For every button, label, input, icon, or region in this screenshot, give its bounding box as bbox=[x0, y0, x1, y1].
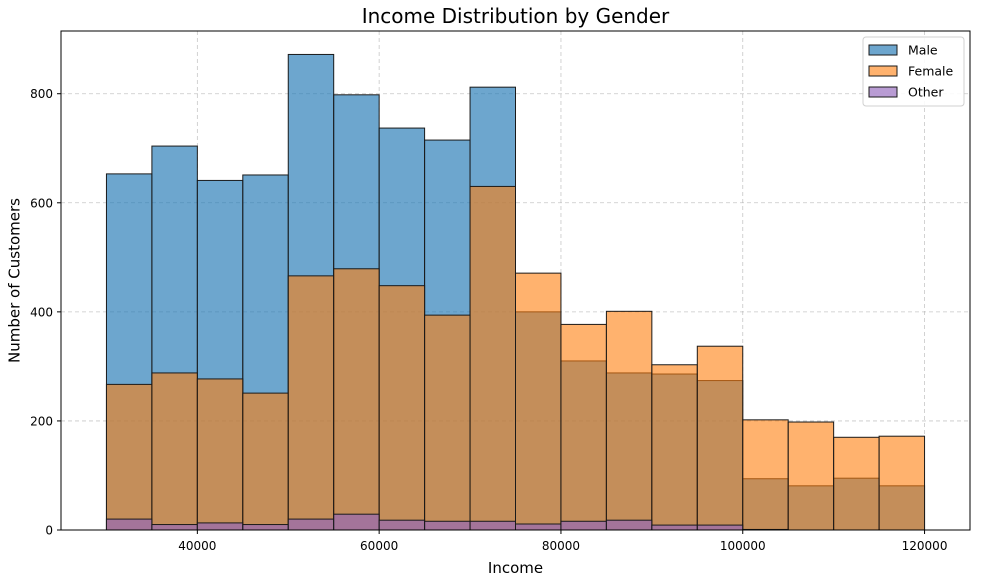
bar-female bbox=[333, 268, 380, 531]
bar-female bbox=[560, 323, 607, 531]
legend-label-male: Male bbox=[908, 43, 938, 58]
bar-female bbox=[424, 314, 471, 531]
bar-female bbox=[878, 435, 926, 531]
bar-other bbox=[105, 518, 153, 531]
bar-other bbox=[196, 522, 244, 531]
bar-other bbox=[287, 518, 335, 531]
bar-female bbox=[787, 421, 835, 531]
bar-other bbox=[515, 523, 562, 531]
bar-female bbox=[605, 310, 653, 531]
legend-swatch-other bbox=[868, 86, 898, 98]
bar-other bbox=[424, 520, 471, 531]
y-tick-label: 200 bbox=[30, 414, 53, 428]
bar-female bbox=[287, 275, 335, 531]
histogram-bars bbox=[105, 53, 926, 531]
y-tick-label: 600 bbox=[30, 196, 53, 210]
series-other bbox=[105, 513, 789, 531]
y-tick-label: 800 bbox=[30, 87, 53, 101]
bar-other bbox=[378, 519, 426, 531]
legend-swatch-female bbox=[868, 65, 898, 77]
bar-female bbox=[196, 378, 244, 531]
x-axis-title: Income bbox=[488, 559, 543, 577]
y-tick-label: 400 bbox=[30, 305, 53, 319]
y-axis-title: Number of Customers bbox=[5, 198, 23, 363]
y-axis-ticks: 0 200 400 600 800 bbox=[30, 87, 61, 538]
legend-label-other: Other bbox=[908, 85, 944, 100]
bar-female bbox=[242, 392, 289, 531]
bar-female bbox=[151, 372, 198, 531]
legend-swatch-male bbox=[868, 44, 898, 56]
bar-other bbox=[560, 520, 607, 531]
bar-other bbox=[696, 524, 744, 531]
x-tick-label: 60000 bbox=[360, 539, 398, 553]
x-axis-ticks: 40000 60000 80000 100000 120000 bbox=[178, 530, 947, 553]
bar-other bbox=[151, 524, 198, 531]
bar-other bbox=[242, 524, 289, 531]
y-tick-label: 0 bbox=[45, 524, 53, 538]
x-tick-label: 120000 bbox=[902, 539, 948, 553]
bar-female bbox=[651, 364, 698, 531]
bar-female bbox=[469, 185, 516, 531]
bar-other bbox=[605, 519, 653, 531]
bar-other bbox=[651, 524, 698, 531]
legend: Male Female Other bbox=[862, 36, 965, 107]
bar-female bbox=[515, 272, 562, 531]
bar-other bbox=[469, 520, 516, 531]
chart-title: Income Distribution by Gender bbox=[362, 4, 670, 28]
bar-female bbox=[696, 345, 744, 531]
bar-female bbox=[378, 285, 426, 531]
x-tick-label: 40000 bbox=[178, 539, 216, 553]
bar-female bbox=[833, 436, 880, 531]
plot-area-frame bbox=[60, 30, 971, 531]
x-tick-label: 80000 bbox=[542, 539, 580, 553]
bar-female bbox=[742, 419, 789, 531]
bar-other bbox=[333, 513, 380, 531]
x-tick-label: 100000 bbox=[720, 539, 766, 553]
legend-label-female: Female bbox=[908, 64, 954, 79]
series-female bbox=[105, 185, 926, 531]
bar-female bbox=[105, 383, 153, 531]
